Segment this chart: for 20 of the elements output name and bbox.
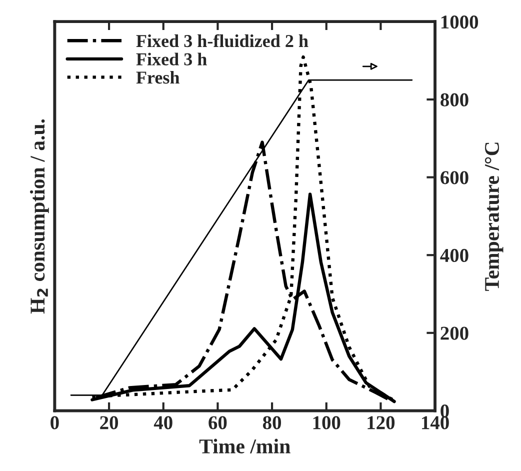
x-tick-label: 0	[50, 416, 59, 430]
legend-label: Fixed 3 h	[136, 52, 207, 66]
x-tick-label: 140	[422, 416, 449, 430]
y-tick-label: 400	[440, 248, 468, 262]
y-tick-label: 800	[440, 93, 468, 106]
x-tick-label: 120	[368, 416, 395, 430]
x-tick-label: 100	[313, 416, 340, 430]
y-tick-label: 600	[440, 171, 468, 184]
x-tick-label: 80	[262, 416, 282, 430]
x-axis-title: Time /min	[199, 438, 290, 454]
y-axis-title: H$_{2}$ consumption / a.u.	[30, 119, 49, 314]
legend-label: Fresh	[136, 70, 180, 84]
y-tick-label: 0	[440, 404, 449, 418]
legend-label: Fixed 3 h-fluidized 2 h	[136, 34, 308, 48]
y-tick-label: 200	[440, 326, 468, 340]
y-tick-label: 1000	[441, 15, 478, 29]
x-tick-label: 40	[154, 416, 172, 430]
x-tick-label: 60	[208, 416, 227, 430]
x-tick-label: 20	[100, 416, 118, 430]
y-axis-title: Temperature /°C	[484, 142, 504, 291]
